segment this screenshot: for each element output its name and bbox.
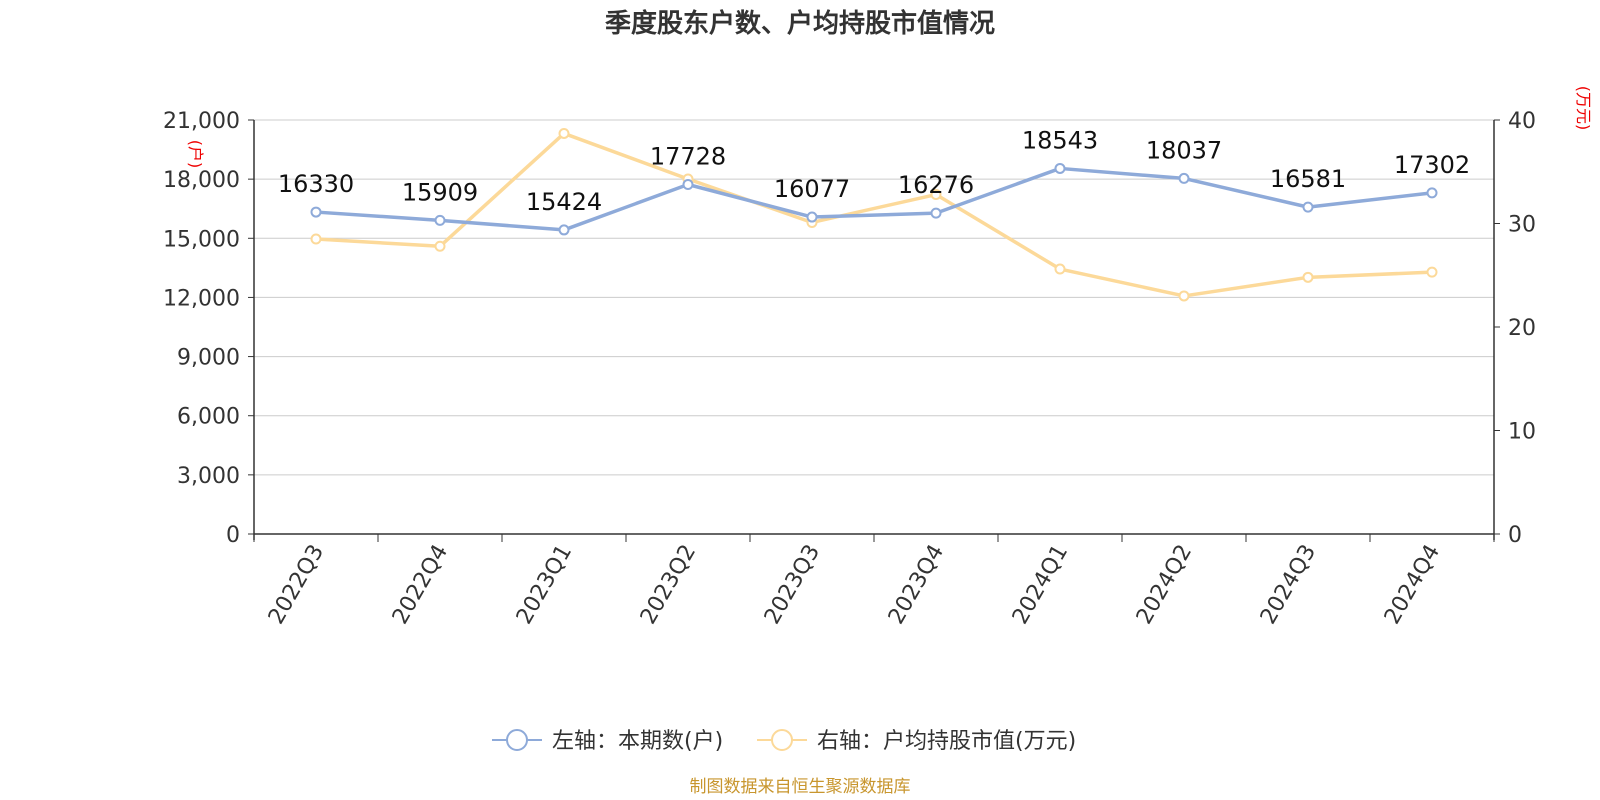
x-tick-label: 2022Q4 (388, 541, 453, 629)
right-tick-label: 30 (1508, 213, 1536, 238)
right-axis-ticks: 0 10 20 30 40 (1494, 109, 1536, 548)
left-tick-label: 3,000 (177, 464, 240, 489)
series-lines (315, 131, 1433, 298)
gridlines (254, 119, 1494, 476)
source-note: 制图数据来自恒生聚源数据库 (690, 777, 911, 797)
data-label: 16581 (1270, 165, 1346, 193)
data-point-left[interactable] (1426, 187, 1438, 199)
data-point-right[interactable] (310, 233, 322, 245)
right-tick-label: 20 (1508, 316, 1536, 341)
data-point-right[interactable] (558, 127, 570, 139)
data-label: 18543 (1022, 126, 1098, 154)
right-tick-label: 40 (1508, 109, 1536, 134)
data-label: 16330 (278, 170, 354, 198)
data-point-left[interactable] (558, 224, 570, 236)
legend-item-right-series[interactable]: 右轴：户均持股市值(万元) (757, 729, 1076, 754)
data-label: 17302 (1394, 151, 1470, 179)
data-label: 18037 (1146, 136, 1222, 164)
data-label: 15909 (402, 178, 478, 206)
left-tick-label: 21,000 (163, 109, 240, 134)
data-point-left[interactable] (1054, 162, 1066, 174)
data-point-left[interactable] (310, 206, 322, 218)
data-point-left[interactable] (930, 207, 942, 219)
x-tick-label: 2024Q4 (1380, 541, 1445, 629)
data-label: 15424 (526, 188, 602, 216)
left-axis-unit: (户) (186, 140, 205, 169)
data-point-right[interactable] (1178, 290, 1190, 302)
left-tick-label: 12,000 (163, 286, 240, 311)
data-label: 17728 (650, 143, 726, 171)
legend-marker-left-series (506, 729, 528, 751)
data-point-right[interactable] (1302, 271, 1314, 283)
legend-label-right-series: 右轴：户均持股市值(万元) (817, 729, 1076, 754)
chart-title: 季度股东户数、户均持股市值情况 (605, 8, 995, 39)
data-point-right[interactable] (930, 189, 942, 201)
x-tick-label: 2024Q2 (1132, 541, 1197, 629)
x-axis-ticks: 2022Q3 2022Q4 2023Q1 2023Q2 2023Q3 2023Q4 2024… (253, 534, 1495, 629)
data-point-right[interactable] (1054, 263, 1066, 275)
right-tick-label: 0 (1508, 523, 1522, 548)
series-line-right (315, 131, 1433, 298)
data-labels: 16330 15909 15424 17728 16077 16276 18543 18037… (278, 126, 1470, 215)
data-label: 16276 (898, 171, 974, 199)
left-axis-ticks: 0 3,000 6,000 9,000 12,000 15,000 18,000 21,000 (163, 109, 254, 548)
left-tick-label: 9,000 (177, 346, 240, 371)
series-line-left (315, 166, 1433, 232)
data-point-left[interactable] (682, 179, 694, 191)
data-point-left[interactable] (806, 211, 818, 223)
right-tick-label: 10 (1508, 420, 1536, 445)
data-point-left[interactable] (1178, 172, 1190, 184)
legend-item-left-series[interactable]: 左轴：本期数(户) (492, 729, 723, 754)
x-tick-label: 2024Q1 (1008, 541, 1073, 629)
left-tick-label: 0 (226, 523, 240, 548)
x-tick-label: 2022Q3 (264, 541, 329, 629)
x-tick-label: 2024Q3 (1256, 541, 1321, 629)
legend-marker-right-series (771, 729, 793, 751)
legend[interactable]: 左轴：本期数(户) 右轴：户均持股市值(万元) (492, 729, 1076, 754)
series-points (310, 127, 1438, 302)
legend-label-left-series: 左轴：本期数(户) (552, 729, 723, 754)
data-label: 16077 (774, 175, 850, 203)
x-tick-label: 2023Q1 (512, 541, 577, 629)
right-axis-unit: (万元) (1574, 86, 1593, 131)
left-tick-label: 18,000 (163, 168, 240, 193)
data-point-left[interactable] (1302, 201, 1314, 213)
data-point-left[interactable] (434, 214, 446, 226)
left-tick-label: 6,000 (177, 405, 240, 430)
x-tick-label: 2023Q2 (636, 541, 701, 629)
left-tick-label: 15,000 (163, 227, 240, 252)
data-point-right[interactable] (1426, 266, 1438, 278)
x-tick-label: 2023Q3 (760, 541, 825, 629)
x-tick-label: 2023Q4 (884, 541, 949, 629)
data-point-right[interactable] (434, 240, 446, 252)
